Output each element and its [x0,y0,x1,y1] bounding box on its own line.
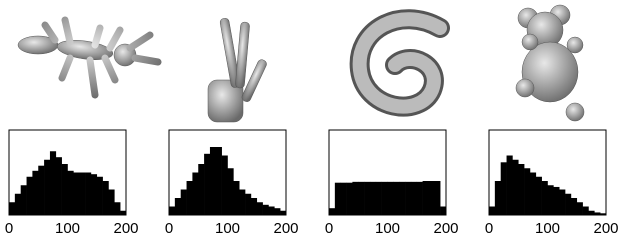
bar [507,156,513,216]
x-tick-label: 100 [535,220,560,237]
bar [335,183,341,215]
bar [192,173,198,216]
bar [559,190,565,216]
bar [32,171,38,215]
bar [341,183,347,215]
bar [495,181,501,215]
bar [44,160,50,215]
bar [27,177,33,215]
bar [428,181,434,215]
bar [382,182,388,215]
bar [245,194,251,215]
x-tick-label: 0 [165,220,173,237]
bar [103,181,109,215]
bar [251,198,257,215]
bar [440,207,446,216]
bar [274,208,280,215]
x-tick-label: 100 [375,220,400,237]
bar [114,202,120,215]
bar [181,190,187,216]
bar [352,182,358,215]
bar [268,207,274,216]
bar [329,208,335,215]
bar [553,187,559,215]
x-tick-label: 200 [433,220,458,237]
bar [417,182,423,215]
bar [588,211,594,215]
bar [364,182,370,215]
figure: 0 100 200 0 100 200 0 100 200 0 100 200 [0,0,630,241]
bar [524,168,530,215]
bar [376,182,382,215]
bar [512,160,518,215]
bar [198,164,204,215]
bar [399,182,405,215]
bar [187,181,193,215]
g-shape [360,19,440,106]
x-tick-label: 200 [273,220,298,237]
x-tick-label: 0 [5,220,13,237]
bar [542,181,548,215]
bar [15,194,21,215]
x-tick-label: 200 [113,220,138,237]
bar [50,151,56,215]
bar [120,211,126,215]
x-tick-label: 0 [485,220,493,237]
bar [347,183,353,215]
x-tick-label: 100 [215,220,240,237]
bar [239,190,245,216]
x-tick-label: 100 [55,220,80,237]
bar [501,162,507,215]
bar [97,177,103,215]
bar [571,198,577,215]
bar [85,173,91,216]
bar [21,185,27,215]
bar [216,147,222,215]
bar [108,190,114,216]
bar [204,154,210,215]
bar [370,182,376,215]
bar [565,194,571,215]
bar [583,207,589,216]
bar [175,198,181,215]
hand-shape [208,18,268,122]
ant-shape [18,20,158,95]
bar [518,164,524,215]
bar [91,174,97,215]
bar [233,181,239,215]
bar [536,177,542,215]
bar [73,173,79,216]
bar [263,205,269,215]
x-tick-label: 0 [325,220,333,237]
bar [411,182,417,215]
bar [548,185,554,215]
bar [79,173,85,216]
bar [210,147,216,215]
bar [358,182,364,215]
bar [228,168,234,215]
bar [434,181,440,215]
bar [577,202,583,215]
bar [222,156,228,216]
bar [530,173,536,216]
bar [423,181,429,215]
bar [68,171,74,215]
bar [9,202,15,215]
bar [169,207,175,216]
teddy-shape [516,5,584,121]
bar [62,164,68,215]
bar [38,166,44,215]
bar [489,207,495,216]
x-tick-label: 200 [593,220,618,237]
bar [280,211,286,215]
bar [257,202,263,215]
bar [405,182,411,215]
bar [56,157,62,215]
bar [388,182,394,215]
bar [393,182,399,215]
